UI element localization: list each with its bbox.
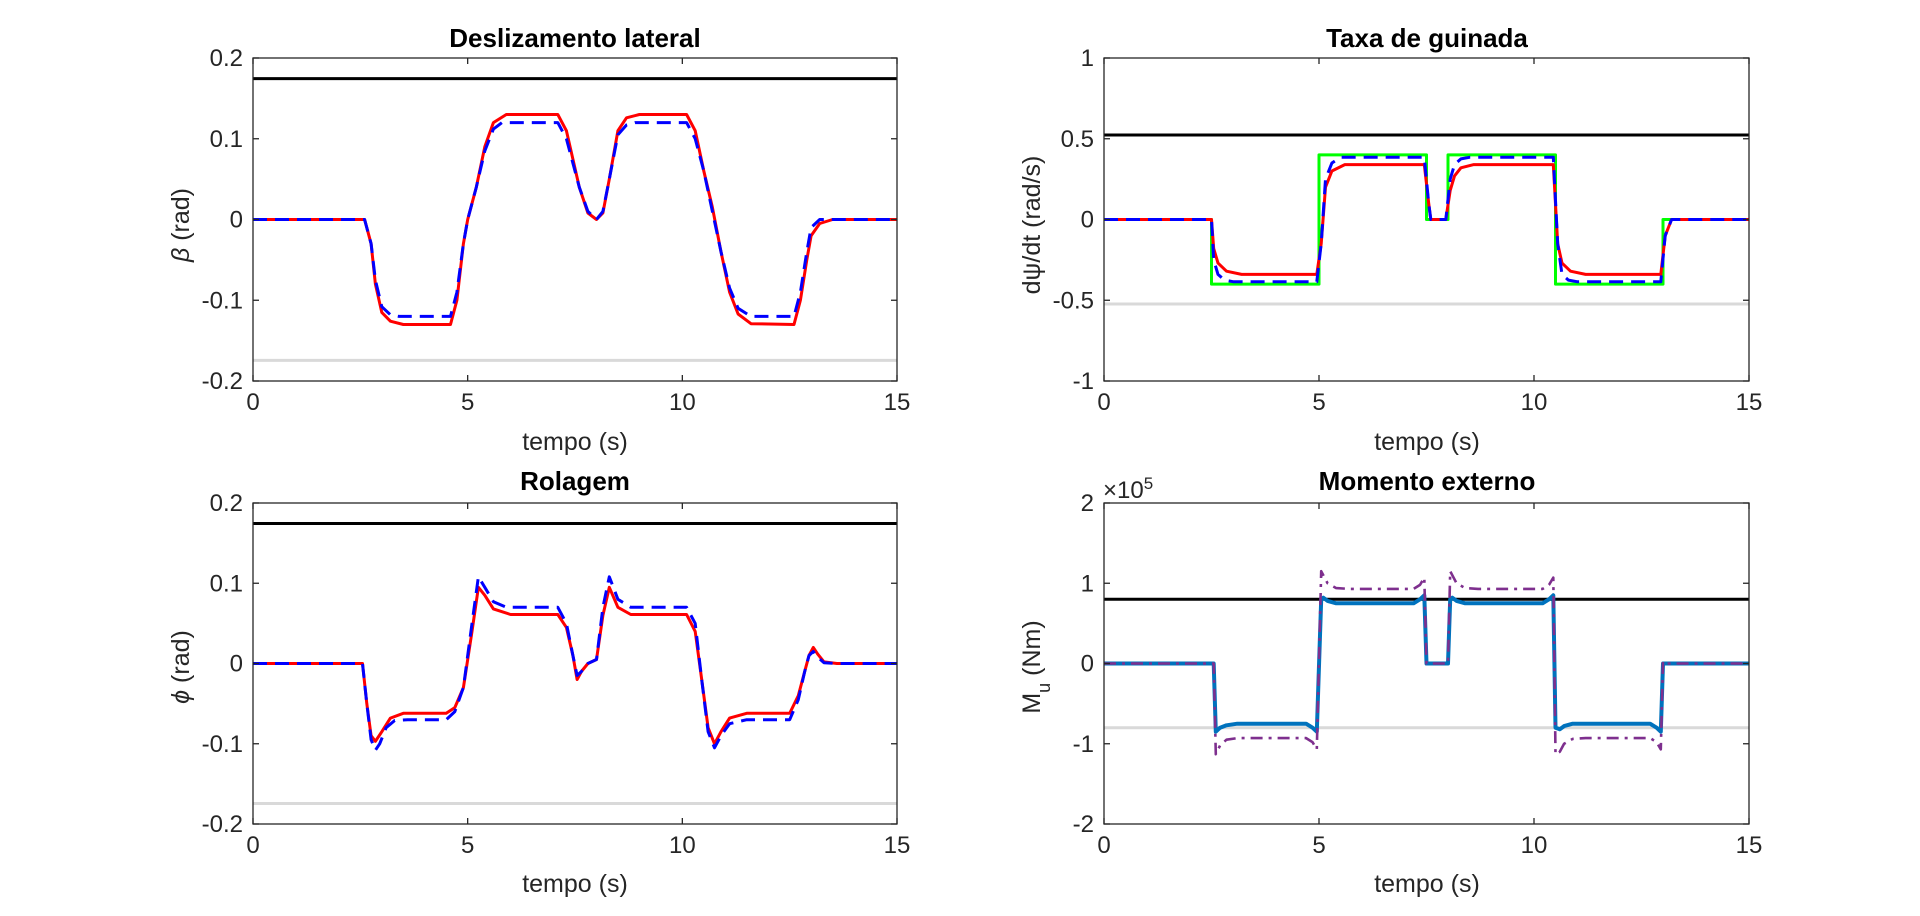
axes-yaw-series-1 (1104, 163, 1749, 276)
axes-roll: Rolagem tempo (s) ϕ (rad) 0 5 10 15 -0.2 -0.1… (167, 466, 910, 898)
axes-roll-ylabel-unit: (rad) (167, 630, 195, 690)
axes-beta-ytick-label-3: 0.1 (210, 126, 243, 153)
axes-moment-ylabel-symbol: M (1018, 693, 1046, 714)
axes-yaw-xtick-label-2: 10 (1521, 389, 1548, 416)
axes-yaw-ytick-label-1: -0.5 (1053, 287, 1094, 314)
axes-beta: Deslizamento lateral tempo (s) β (rad) 0… (167, 23, 910, 456)
axes-roll-xlabel: tempo (s) (522, 870, 628, 898)
axes-moment-xtick-label-1: 5 (1312, 832, 1325, 859)
axes-yaw-series-2 (1104, 155, 1749, 284)
axes-yaw-ylabel-symbol: dψ (1018, 263, 1046, 295)
axes-moment-ylabel-unit: (Nm) (1018, 620, 1046, 682)
axes-moment: Momento externo tempo (s) Mu (Nm) ×105 0… (1018, 466, 1762, 898)
axes-moment-ylabel: Mu (Nm) (1018, 620, 1054, 713)
axes-yaw-ytick-label-3: 0.5 (1061, 126, 1094, 153)
axes-beta-title: Deslizamento lateral (449, 23, 700, 53)
axes-moment-ylabel-subscript: u (1034, 683, 1054, 693)
axes-beta-ylabel: β (rad) (167, 188, 195, 263)
axes-moment-ytick-label-1: -1 (1073, 731, 1094, 758)
axes-roll-xtick-label-0: 0 (246, 832, 259, 859)
axes-yaw-ylabel-unit: /dt (rad/s) (1018, 156, 1046, 263)
axes-moment-ytick-label-0: -2 (1073, 811, 1094, 838)
axes-beta-series-1 (253, 121, 897, 318)
axes-beta-xlabel: tempo (s) (522, 428, 628, 456)
axes-roll-ytick-label-1: -0.1 (202, 731, 243, 758)
axes-moment-ytick-label-2: 0 (1081, 651, 1094, 678)
axes-roll-xtick-label-3: 15 (884, 832, 911, 859)
axes-roll-ylabel-symbol: ϕ (167, 690, 195, 704)
axes-roll-ytick-label-4: 0.2 (210, 490, 243, 517)
axes-roll-title: Rolagem (520, 466, 630, 496)
axes-yaw-ytick-label-0: -1 (1073, 368, 1094, 395)
axes-yaw: Taxa de guinada tempo (s) dψ/dt (rad/s) … (1018, 23, 1762, 456)
axes-moment-series-0 (1104, 593, 1749, 734)
axes-beta-ytick-label-2: 0 (230, 207, 243, 234)
axes-beta-ytick-label-1: -0.1 (202, 287, 243, 314)
axes-beta-xtick-label-2: 10 (669, 389, 696, 416)
axes-moment-xlabel: tempo (s) (1374, 870, 1480, 898)
axes-roll-ytick-label-2: 0 (230, 651, 243, 678)
axes-moment-ytick-label-3: 1 (1081, 570, 1094, 597)
axes-roll-ytick-label-3: 0.1 (210, 570, 243, 597)
axes-beta-ylabel-symbol: β (167, 248, 195, 263)
axes-beta-ytick-label-0: -0.2 (202, 368, 243, 395)
axes-yaw-xlabel: tempo (s) (1374, 428, 1480, 456)
axes-moment-ytick-label-4: 2 (1081, 490, 1094, 517)
axes-yaw-xtick-label-3: 15 (1736, 389, 1763, 416)
axes-beta-xtick-label-3: 15 (884, 389, 911, 416)
axes-moment-plot-area (1104, 569, 1749, 756)
axes-yaw-ytick-label-4: 1 (1081, 45, 1094, 72)
axes-beta-plot-area (253, 77, 897, 362)
axes-yaw-plot-area (1104, 133, 1749, 306)
axes-yaw-title: Taxa de guinada (1326, 23, 1528, 53)
axes-beta-ylabel-unit: (rad) (167, 188, 195, 248)
axes-roll-xtick-label-1: 5 (461, 832, 474, 859)
axes-moment-exponent: ×105 (1103, 474, 1153, 505)
axes-yaw-xtick-label-0: 0 (1097, 389, 1110, 416)
axes-roll-plot-area (253, 521, 897, 806)
axes-moment-xtick-label-0: 0 (1097, 832, 1110, 859)
axes-moment-exponent-base: ×10 (1103, 477, 1144, 504)
axes-yaw-ytick-label-2: 0 (1081, 207, 1094, 234)
axes-moment-title: Momento externo (1319, 466, 1536, 496)
axes-yaw-ylabel: dψ/dt (rad/s) (1018, 156, 1046, 295)
axes-roll-series-1 (253, 575, 897, 752)
axes-roll-ylabel: ϕ (rad) (167, 630, 195, 704)
axes-beta-xtick-label-0: 0 (246, 389, 259, 416)
axes-moment-xtick-label-2: 10 (1521, 832, 1548, 859)
axes-beta-xtick-label-1: 5 (461, 389, 474, 416)
axes-yaw-xtick-label-1: 5 (1312, 389, 1325, 416)
axes-moment-exponent-power: 5 (1144, 474, 1153, 493)
axes-moment-series-1 (1104, 569, 1749, 756)
axes-roll-ytick-label-0: -0.2 (202, 811, 243, 838)
axes-beta-ytick-label-4: 0.2 (210, 45, 243, 72)
axes-moment-xtick-label-3: 15 (1736, 832, 1763, 859)
axes-roll-xtick-label-2: 10 (669, 832, 696, 859)
